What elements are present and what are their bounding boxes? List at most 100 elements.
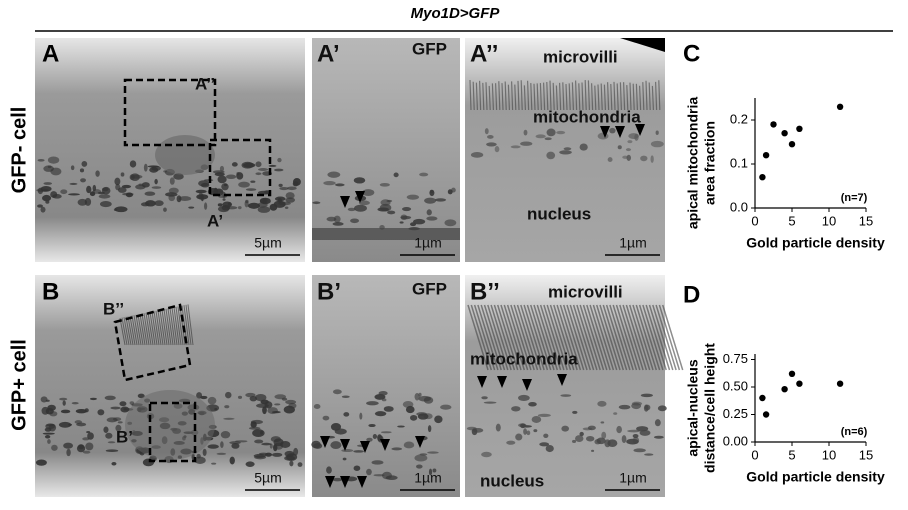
microvillus — [482, 82, 485, 111]
organelle — [633, 448, 646, 453]
organelle — [419, 172, 429, 177]
scale-bar-label: 1µm — [619, 470, 647, 486]
organelle — [87, 432, 94, 440]
inset-box — [123, 78, 217, 147]
organelle — [200, 182, 210, 188]
organelle — [237, 395, 243, 399]
microvillus — [546, 304, 568, 371]
organelle — [434, 198, 447, 202]
organelle — [417, 413, 429, 420]
organelle — [427, 425, 432, 433]
organelle — [383, 406, 394, 412]
organelle — [380, 431, 392, 434]
organelle — [277, 157, 282, 163]
microvillus — [139, 313, 146, 346]
organelle — [353, 450, 364, 453]
organelle — [293, 447, 299, 456]
annotation: microvilli — [543, 47, 618, 66]
panel-label: B’ — [317, 278, 341, 305]
microvillus — [622, 304, 644, 371]
microvillus — [169, 307, 176, 346]
organelle — [203, 179, 214, 182]
organelle — [216, 452, 227, 455]
organelle — [82, 437, 90, 441]
microvillus — [615, 304, 638, 371]
microvillus — [503, 304, 526, 371]
organelle — [297, 462, 303, 467]
organelle — [221, 183, 229, 191]
microvillus — [185, 304, 192, 346]
organelle — [601, 431, 607, 439]
organelle — [222, 201, 233, 208]
organelle — [68, 423, 72, 426]
organelle — [410, 414, 418, 421]
organelle — [374, 393, 386, 400]
organelle — [89, 397, 97, 401]
organelle — [92, 189, 102, 194]
organelle — [358, 200, 370, 206]
organelle — [332, 389, 342, 395]
organelle — [515, 433, 523, 441]
microvillus — [155, 310, 162, 346]
microvillus — [632, 304, 654, 371]
organelle — [539, 442, 550, 447]
point — [759, 394, 766, 402]
microvillus — [549, 80, 552, 111]
microvillus — [151, 311, 158, 346]
scale-bar-label: 1µm — [414, 235, 442, 251]
organelle — [526, 430, 531, 436]
microvillus — [523, 304, 545, 371]
organelle — [414, 454, 428, 462]
organelle — [101, 186, 111, 195]
organelle — [343, 412, 350, 417]
organelle — [418, 392, 422, 397]
microvillus — [487, 304, 509, 371]
y-axis-label: distance/cell height — [702, 343, 718, 473]
organelle — [262, 197, 268, 204]
microvillus — [591, 83, 594, 111]
organelle — [596, 437, 606, 445]
microvillus — [141, 313, 148, 346]
organelle — [342, 457, 347, 461]
organelle — [145, 200, 156, 207]
inset-boxes — [113, 78, 272, 463]
organelle — [143, 163, 148, 172]
arrowhead — [615, 126, 625, 138]
organelle — [332, 222, 344, 226]
organelle — [66, 448, 71, 457]
organelle — [510, 145, 521, 149]
organelle — [278, 201, 291, 206]
point — [762, 152, 770, 159]
microvillus — [490, 304, 512, 371]
microvillus — [589, 304, 611, 371]
organelle — [151, 186, 162, 189]
microvillus — [652, 304, 674, 371]
x-tick-label: 10 — [822, 213, 836, 228]
microvillus — [571, 82, 574, 111]
organelle — [283, 405, 295, 414]
point — [781, 386, 788, 393]
microvillus — [135, 314, 142, 346]
microvillus — [623, 82, 626, 111]
microvillus — [511, 81, 514, 111]
microvillus — [602, 304, 625, 371]
microvillus — [520, 80, 523, 111]
microvillus — [648, 82, 651, 111]
organelle — [326, 216, 337, 222]
microvillus — [495, 83, 498, 111]
microvillus — [607, 82, 610, 111]
organelle — [63, 442, 74, 449]
microvillus — [600, 83, 603, 111]
microvillus — [125, 316, 132, 346]
y-tick-label: 0.0 — [730, 199, 748, 214]
microvillus — [496, 304, 519, 371]
organelle — [114, 206, 128, 213]
microvillus — [473, 304, 496, 371]
organelle — [313, 443, 323, 449]
microvillus — [493, 304, 516, 371]
organelle — [77, 198, 88, 206]
organelle — [47, 156, 60, 164]
organelle — [428, 468, 433, 476]
microvillus — [651, 85, 654, 111]
microvillus — [469, 79, 472, 111]
